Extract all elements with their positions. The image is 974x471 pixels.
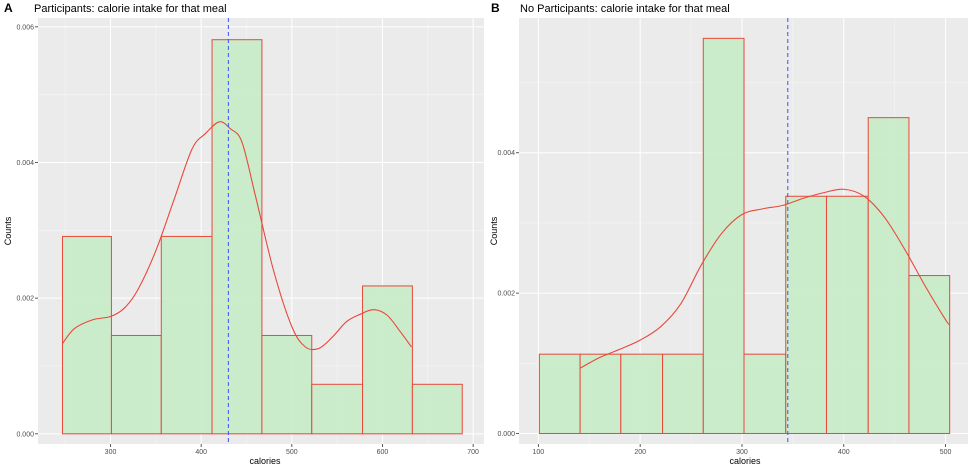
x-tick-label: 300 bbox=[736, 449, 748, 456]
panel-b-xlabel: calories bbox=[729, 456, 761, 466]
y-tick-label: 0.004 bbox=[16, 160, 34, 167]
histogram-bar bbox=[110, 334, 162, 435]
y-tick-label: 0.000 bbox=[16, 431, 34, 438]
x-tick-label: 300 bbox=[105, 449, 117, 456]
x-tick-label: 200 bbox=[634, 449, 646, 456]
histogram-bar bbox=[785, 195, 827, 434]
panel-b-title: No Participants: calorie intake for that… bbox=[520, 3, 730, 15]
x-tick-label: 400 bbox=[838, 449, 850, 456]
histogram-bar bbox=[61, 235, 112, 435]
histogram-bar bbox=[538, 353, 581, 434]
histogram-bar bbox=[908, 275, 951, 434]
histogram-bar bbox=[579, 353, 622, 434]
histogram-bar bbox=[743, 353, 787, 434]
panel-b-plot: 100 200 300 400 500 0.000 0.002 0.004 bbox=[497, 18, 968, 456]
x-tick-label: 500 bbox=[940, 449, 952, 456]
y-tick-label: 0.004 bbox=[497, 150, 515, 157]
histogram-bar bbox=[662, 353, 704, 434]
histogram-bar bbox=[362, 285, 413, 435]
x-tick-label: 500 bbox=[286, 449, 298, 456]
histogram-bar bbox=[261, 334, 313, 435]
x-tick-label: 400 bbox=[195, 449, 207, 456]
histogram-bar bbox=[411, 383, 463, 435]
panel-a-title: Participants: calorie intake for that me… bbox=[34, 3, 227, 15]
histogram-bar bbox=[702, 37, 745, 434]
y-tick-label: 0.002 bbox=[497, 291, 515, 298]
histogram-bar bbox=[825, 195, 869, 434]
histogram-bar bbox=[867, 117, 910, 434]
density-curve bbox=[62, 121, 412, 351]
density-curve bbox=[579, 188, 951, 369]
x-tick-label: 600 bbox=[377, 449, 389, 456]
panel-a-tag: A bbox=[4, 1, 13, 15]
x-tick-label: 100 bbox=[533, 449, 545, 456]
histogram-bar bbox=[311, 383, 364, 435]
panel-b-tag: B bbox=[491, 1, 500, 15]
panel-a-plot: 300 400 500 600 700 0.000 0.002 0.004 0.006 bbox=[16, 18, 484, 456]
y-tick-label: 0.002 bbox=[16, 296, 34, 303]
panel-a-ylabel: Counts bbox=[3, 216, 13, 245]
panel-a-xlabel: calories bbox=[249, 456, 281, 466]
x-tick-label: 700 bbox=[467, 449, 479, 456]
histogram-bar bbox=[620, 353, 664, 434]
y-tick-label: 0.000 bbox=[497, 431, 515, 438]
histogram-bar bbox=[211, 39, 263, 435]
histogram-bar bbox=[160, 235, 213, 435]
y-tick-label: 0.006 bbox=[16, 24, 34, 31]
panel-b-ylabel: Counts bbox=[489, 216, 499, 245]
